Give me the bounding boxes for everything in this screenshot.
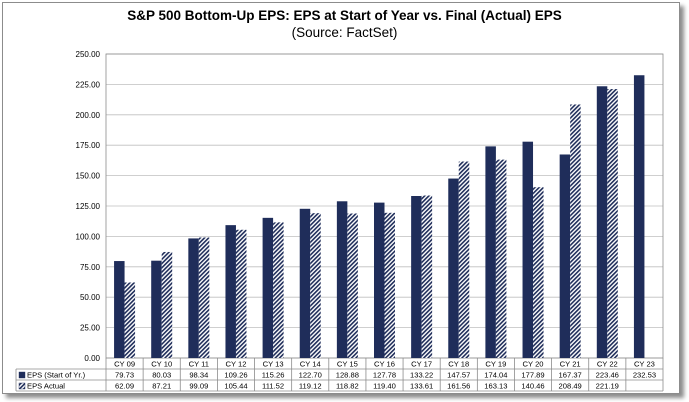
data-label: 109.26 [224,371,247,380]
legend-key [18,371,26,379]
data-label: 223.46 [596,371,619,380]
bar-eps-actual [235,229,247,358]
x-tick-label: CY 09 [114,360,135,369]
bar-eps-start-of-year [151,260,162,358]
bar-eps-start-of-year [262,217,274,358]
y-tick-label: 75.00 [80,263,101,272]
data-label: 147.57 [447,371,470,380]
y-tick-label: 225.00 [76,80,101,89]
y-tick-label: 200.00 [76,111,101,120]
data-label: 140.46 [521,382,544,391]
bar-eps-start-of-year [374,202,385,358]
y-tick-label: 250.00 [76,50,101,59]
data-label: 99.09 [189,382,208,391]
x-tick-label: CY 14 [300,360,321,369]
y-tick-label: 0.00 [84,354,100,363]
data-label: 133.61 [410,382,433,391]
data-label: 105.44 [224,382,247,391]
bar-eps-actual [570,104,581,358]
data-label: 80.03 [152,371,171,380]
bar-eps-start-of-year [299,208,311,358]
x-tick-label: CY 15 [337,360,358,369]
y-tick-label: 150.00 [76,172,101,181]
data-label: 161.56 [447,382,470,391]
x-tick-label: CY 13 [263,360,284,369]
y-tick-label: 50.00 [80,293,101,302]
x-tick-label: CY 19 [485,360,506,369]
x-tick-label: CY 12 [225,360,246,369]
data-label: 163.13 [484,382,507,391]
bar-eps-start-of-year [114,261,125,358]
bar-eps-actual [124,282,136,358]
x-tick-label: CY 23 [634,360,655,369]
bar-eps-actual [161,251,173,358]
x-tick-label: CY 10 [151,360,172,369]
bar-eps-actual [347,213,358,358]
bar-eps-start-of-year [188,238,199,358]
data-label: 118.82 [336,382,359,391]
data-label: 167.37 [559,371,582,380]
legend-label: EPS Actual [27,382,65,391]
bar-eps-actual [384,212,395,358]
bar-eps-actual [198,237,210,358]
data-label: 119.40 [373,382,396,391]
data-label: 119.12 [299,382,322,391]
x-tick-label: CY 22 [597,360,618,369]
bar-eps-actual [495,159,507,358]
data-label: 174.04 [484,371,507,380]
data-label: 111.52 [262,382,284,391]
bar-eps-actual [607,89,618,358]
data-label: 98.34 [189,371,208,380]
chart-subtitle: (Source: FactSet) [291,25,398,40]
x-tick-label: CY 11 [189,360,209,369]
y-tick-label: 175.00 [76,141,101,150]
data-label: 79.73 [115,371,134,380]
bar-eps-actual [273,222,284,358]
data-label: 122.70 [299,371,322,380]
bar-eps-start-of-year [336,201,348,358]
data-label: 133.22 [410,371,433,380]
bar-eps-start-of-year [411,196,422,358]
bar-eps-start-of-year [522,141,534,358]
chart-title: S&P 500 Bottom-Up EPS: EPS at Start of Y… [127,8,562,23]
bar-eps-start-of-year [596,86,608,358]
y-tick-label: 100.00 [76,232,101,241]
x-tick-label: CY 21 [560,360,581,369]
data-label: 208.49 [559,382,582,391]
x-tick-label: CY 20 [523,360,544,369]
data-label: 177.89 [521,371,544,380]
data-label: 87.21 [152,382,171,391]
bar-eps-actual [458,161,470,358]
bar-eps-actual [533,187,544,358]
bar-eps-start-of-year [633,75,645,358]
legend-label: EPS (Start of Yr.) [27,371,86,380]
data-label: 127.78 [373,371,396,380]
data-label: 221.19 [596,382,619,391]
x-tick-label: CY 17 [411,360,432,369]
bar-eps-start-of-year [559,154,571,358]
y-tick-label: 25.00 [80,324,101,333]
bar-eps-start-of-year [225,225,236,358]
bar-eps-actual [310,213,321,358]
x-tick-label: CY 16 [374,360,395,369]
legend-key [18,382,26,390]
data-label: 62.09 [115,382,134,391]
x-tick-label: CY 18 [448,360,469,369]
data-label: 115.26 [262,371,285,380]
bar-eps-actual [421,195,433,358]
y-tick-label: 125.00 [76,202,101,211]
bar-eps-start-of-year [448,178,459,358]
data-label: 232.53 [633,371,656,380]
bar-eps-start-of-year [485,146,496,358]
data-label: 128.88 [336,371,359,380]
